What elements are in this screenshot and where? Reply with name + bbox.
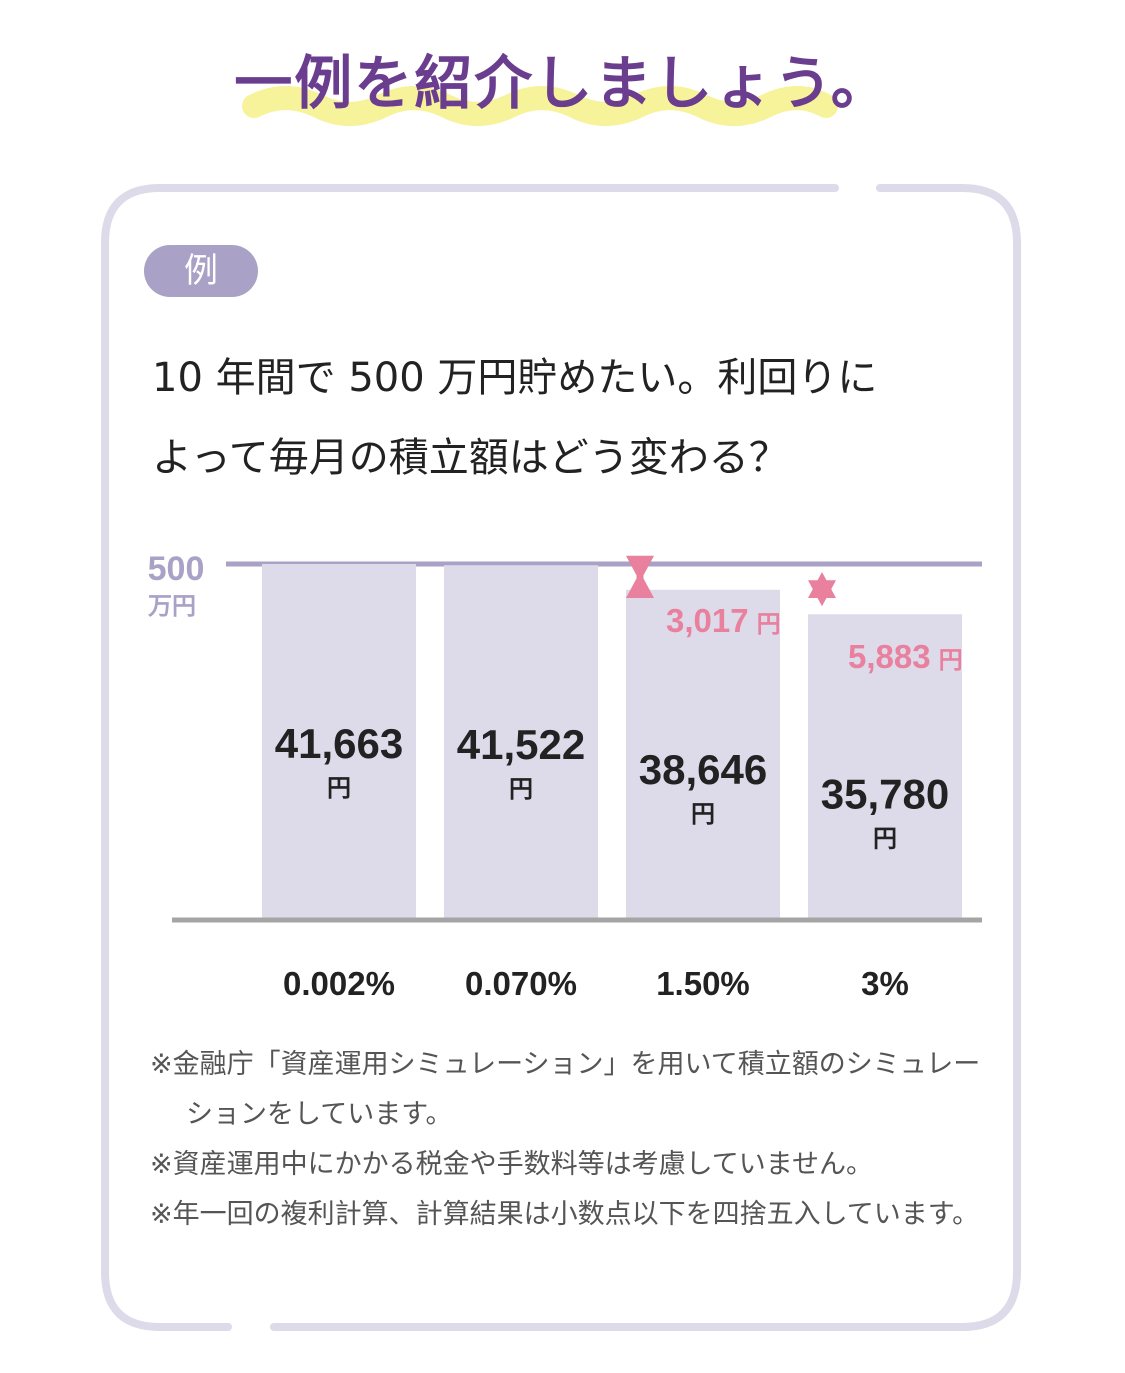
note-item: ※資産運用中にかかる税金や手数料等は考慮していません。 — [150, 1149, 874, 1180]
heading-highlight-wave — [242, 86, 838, 126]
bar-value-label: 38,646 — [639, 746, 767, 793]
difference-value-label: 5,883 — [848, 638, 931, 675]
reference-unit-label: 万円 — [148, 593, 196, 620]
difference-arrow-head-down — [808, 580, 836, 607]
bar — [444, 565, 598, 920]
heading-block: 一例を紹介しましょう。 — [0, 30, 1125, 140]
difference-arrow-head-up — [626, 572, 654, 598]
note-item: ※年一回の複利計算、計算結果は小数点以下を四捨五入しています。 — [150, 1199, 980, 1230]
bar — [626, 589, 780, 920]
x-tick-label: 3% — [861, 965, 909, 1002]
bar-unit-label: 円 — [691, 801, 715, 828]
example-badge: 例 — [144, 245, 258, 297]
x-tick-label: 1.50% — [656, 965, 750, 1002]
x-tick-label: 0.070% — [465, 965, 577, 1002]
notes-list: ※金融庁「資産運用シミュレーション」を用いて積立額のシミュレーションをしています… — [150, 1040, 990, 1240]
difference-arrow-head-down — [626, 555, 654, 582]
bar-unit-label: 円 — [509, 776, 533, 803]
bar-unit-label: 円 — [873, 825, 897, 852]
difference-value-label: 3,017 — [666, 602, 749, 639]
bar — [262, 564, 416, 920]
reference-value-label: 500 — [148, 550, 205, 588]
bar-value-label: 41,663 — [275, 720, 403, 767]
difference-unit-label: 円 — [757, 611, 781, 638]
difference-unit-label: 円 — [939, 647, 963, 674]
page-heading: 一例を紹介しましょう。 — [234, 49, 891, 117]
bar-value-label: 35,780 — [821, 770, 949, 817]
note-item: ※金融庁「資産運用シミュレーション」を用いて積立額のシミュレーションをしています… — [150, 1049, 981, 1130]
bar-value-label: 41,522 — [457, 721, 585, 768]
x-tick-label: 0.002% — [283, 965, 395, 1002]
example-question: 10 年間で 500 万円貯めたい。利回りに よって毎月の積立額はどう変わる？ — [152, 338, 992, 498]
question-line-1: 10 年間で 500 万円貯めたい。利回りに — [152, 355, 878, 401]
bar — [808, 614, 962, 920]
question-line-2: よって毎月の積立額はどう変わる？ — [152, 435, 789, 481]
bar-unit-label: 円 — [327, 775, 351, 802]
